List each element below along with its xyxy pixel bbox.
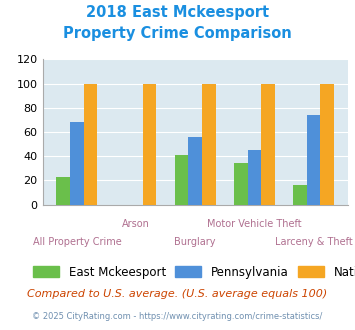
Legend: East Mckeesport, Pennsylvania, National: East Mckeesport, Pennsylvania, National [33,266,355,279]
Bar [143,83,157,205]
Text: Larceny & Theft: Larceny & Theft [275,237,353,247]
Bar [293,185,307,205]
Bar [261,83,275,205]
Bar [56,177,70,205]
Bar [234,163,248,205]
Bar [70,122,84,205]
Bar [84,83,97,205]
Text: Motor Vehicle Theft: Motor Vehicle Theft [207,219,302,229]
Bar [202,83,216,205]
Text: © 2025 CityRating.com - https://www.cityrating.com/crime-statistics/: © 2025 CityRating.com - https://www.city… [32,312,323,321]
Bar [175,155,189,205]
Text: All Property Crime: All Property Crime [33,237,121,247]
Bar [189,137,202,205]
Text: Property Crime Comparison: Property Crime Comparison [63,26,292,41]
Bar [248,150,261,205]
Bar [307,115,321,205]
Text: 2018 East Mckeesport: 2018 East Mckeesport [86,5,269,20]
Text: Compared to U.S. average. (U.S. average equals 100): Compared to U.S. average. (U.S. average … [27,289,328,299]
Text: Arson: Arson [122,219,150,229]
Text: Burglary: Burglary [175,237,216,247]
Bar [321,83,334,205]
